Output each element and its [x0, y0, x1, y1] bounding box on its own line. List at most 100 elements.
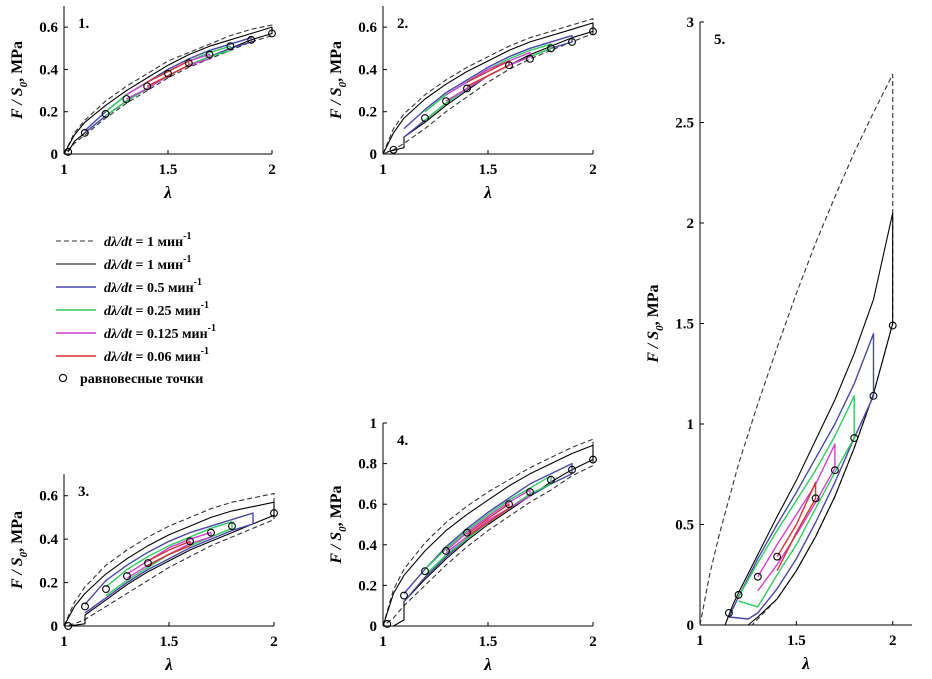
equilibrium-point — [81, 602, 89, 611]
series-line-5 — [445, 489, 531, 554]
equilibrium-points — [64, 29, 276, 156]
series-line-4 — [424, 475, 552, 576]
equilibrium-point — [869, 391, 878, 400]
legend-label-1: dλ/dt = 1 мин-1 — [104, 231, 192, 250]
x-tick-label: 1.5 — [479, 162, 498, 178]
y-axis-label: F / S0, MPa — [328, 485, 349, 564]
legend-marker-circle-icon — [58, 373, 68, 383]
series-line-2 — [724, 212, 894, 626]
y-tick-label: 1 — [370, 416, 378, 432]
x-tick-label: 2 — [889, 633, 897, 649]
legend-label-3: dλ/dt = 0.5 мин-1 — [104, 277, 202, 296]
x-tick-label: 1 — [60, 634, 68, 650]
equilibrium-point — [207, 528, 215, 537]
equilibrium-point — [734, 590, 743, 599]
y-tick-label: 0 — [370, 619, 378, 635]
series-line-3 — [84, 512, 254, 614]
y-tick-label: 0 — [51, 619, 59, 635]
panel-1: 0 0.2 0.4 0.6 1 1.5 2 λ F / S0, MPa 1. — [9, 6, 276, 202]
series-line-6 — [466, 503, 510, 538]
equilibrium-point — [247, 35, 256, 44]
y-tick-label: 0.4 — [39, 532, 58, 548]
legend-label-2: dλ/dt = 1 мин-1 — [104, 254, 192, 273]
y-axis-label: F / S0, MPa — [645, 284, 666, 363]
series-line-6 — [147, 540, 191, 566]
y-tick-label: 3 — [687, 15, 695, 31]
equilibrium-point — [268, 29, 276, 38]
equilibrium-point — [526, 54, 534, 63]
series-line-1 — [699, 73, 894, 626]
y-tick-label: 1 — [687, 417, 695, 433]
legend-label-4: dλ/dt = 0.25 мин-1 — [104, 300, 209, 319]
panel-4: 0 0.2 0.4 0.6 0.8 1 1 1.5 2 λ F / S0, MPa 4. — [328, 416, 597, 674]
x-tick-label: 1.5 — [160, 634, 179, 650]
x-tick-label: 1 — [696, 633, 704, 649]
series-line-4 — [737, 395, 855, 608]
equilibrium-point — [186, 537, 194, 546]
equilibrium-point — [143, 82, 152, 91]
series-line-5 — [757, 443, 836, 592]
y-tick-label: 0.4 — [358, 62, 377, 78]
equilibrium-point — [64, 622, 73, 630]
equilibrium-point — [568, 37, 576, 46]
y-tick-label: 0.2 — [39, 105, 58, 121]
panel-5: 0 0.5 1 1.5 2 2.5 3 1 1.5 2 λ F / S0, MPa 5. — [645, 15, 912, 673]
x-tick-label: 2 — [589, 162, 597, 178]
legend-label-markers: равновесные точки — [80, 372, 203, 387]
equilibrium-point — [389, 145, 398, 154]
y-axis-label: F / S0, MPa — [9, 41, 30, 120]
y-tick-label: 0.2 — [358, 578, 377, 594]
x-axis-label: λ — [163, 183, 172, 202]
equilibrium-point — [830, 466, 839, 475]
y-tick-label: 1.5 — [675, 317, 694, 333]
equilibrium-point — [226, 42, 235, 51]
equilibrium-point — [463, 84, 471, 93]
equilibrium-point — [568, 465, 576, 474]
equilibrium-point — [205, 50, 214, 59]
panel-label: 5. — [714, 32, 726, 48]
equilibrium-point — [811, 494, 820, 503]
legend-entry-markers: равновесные точки — [58, 372, 203, 387]
x-tick-label: 1.5 — [159, 162, 178, 178]
series-line-2 — [382, 444, 594, 627]
y-tick-label: 0 — [51, 147, 59, 163]
series-line-5 — [445, 51, 531, 102]
legend-entry-2: dλ/dt = 1 мин-1 — [56, 254, 192, 273]
y-tick-label: 0.6 — [358, 20, 377, 36]
series-line-4 — [105, 521, 233, 597]
y-axis-label: F / S0, MPa — [328, 41, 349, 120]
equilibrium-points — [724, 321, 897, 617]
x-tick-label: 2 — [268, 162, 276, 178]
equilibrium-point — [421, 567, 429, 576]
equilibrium-point — [463, 528, 471, 537]
y-tick-label: 0.2 — [39, 576, 58, 592]
legend-entry-5: dλ/dt = 0.125 мин-1 — [56, 323, 216, 342]
y-tick-label: 0.6 — [39, 489, 58, 505]
equilibrium-point — [505, 500, 513, 509]
x-tick-label: 1 — [379, 634, 387, 650]
equilibrium-point — [442, 546, 450, 555]
equilibrium-point — [589, 455, 597, 464]
equilibrium-point — [101, 109, 110, 118]
x-axis-label: λ — [483, 183, 492, 202]
panel-label: 2. — [397, 16, 409, 32]
panel-2: 0 0.2 0.4 0.6 1 1.5 2 λ F / S0, MPa 2. — [328, 6, 597, 202]
series-line-3 — [403, 34, 573, 138]
equilibrium-points — [389, 27, 597, 154]
equilibrium-point — [724, 608, 733, 617]
legend-entry-3: dλ/dt = 0.5 мин-1 — [56, 277, 202, 296]
x-tick-label: 1.5 — [787, 633, 806, 649]
equilibrium-point — [850, 434, 859, 443]
y-tick-label: 2.5 — [675, 116, 694, 132]
x-tick-label: 2 — [270, 634, 278, 650]
x-axis-label: λ — [483, 655, 492, 674]
legend-entry-4: dλ/dt = 0.25 мин-1 — [56, 300, 209, 319]
y-tick-label: 0.2 — [358, 105, 377, 121]
y-tick-label: 0.5 — [675, 518, 694, 534]
panel-label: 4. — [397, 433, 409, 449]
series-line-1 — [382, 438, 594, 627]
legend-entry-1: dλ/dt = 1 мин-1 — [56, 231, 192, 250]
panel-label: 1. — [78, 16, 90, 32]
equilibrium-point — [383, 620, 392, 628]
